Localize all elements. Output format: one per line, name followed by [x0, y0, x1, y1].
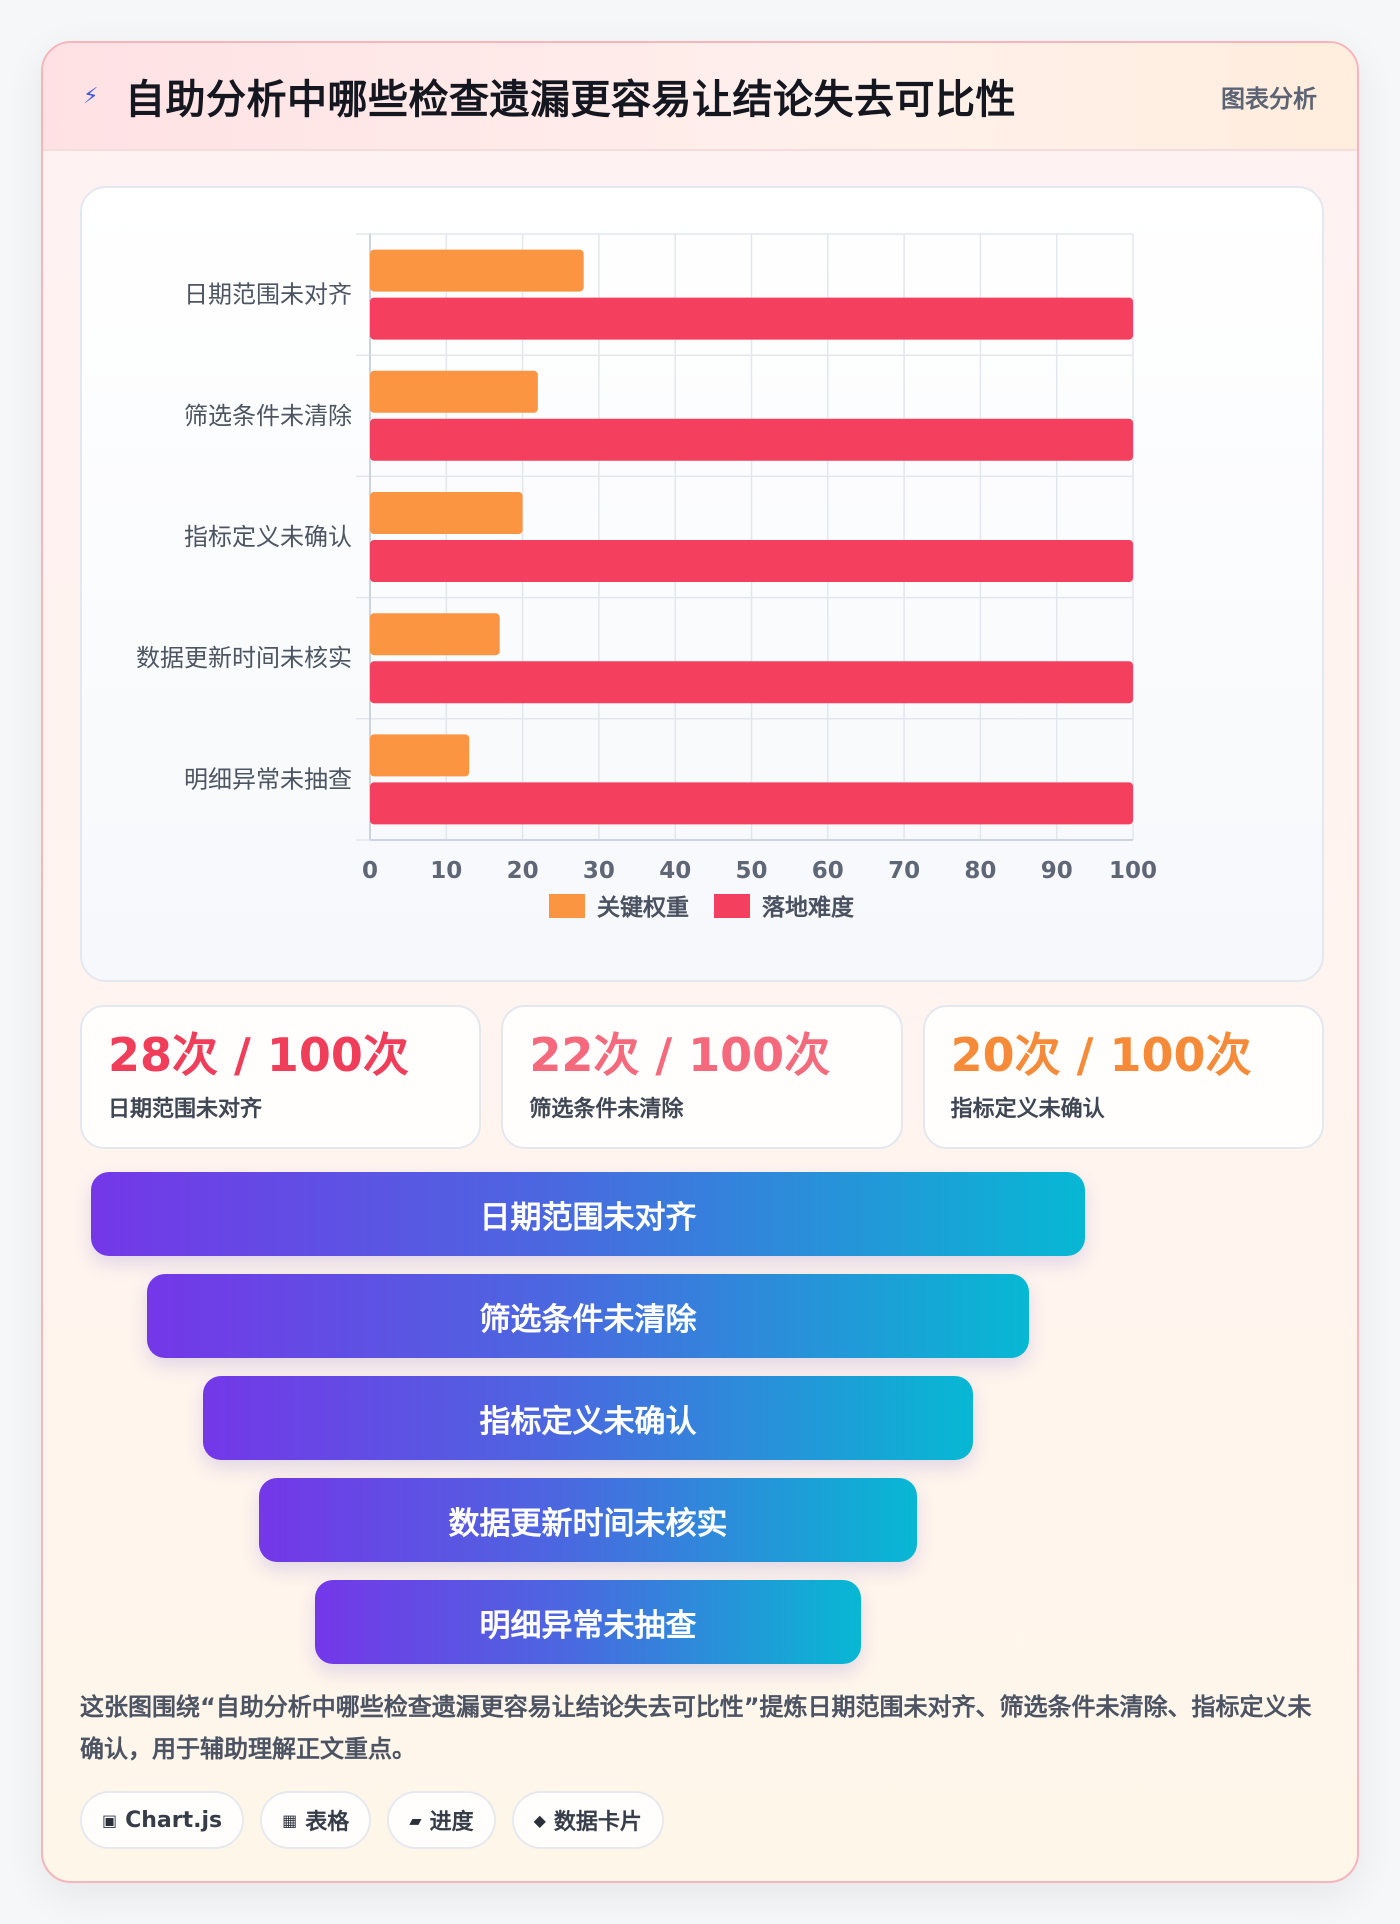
- x-tick-label: 100: [1109, 858, 1157, 884]
- chip-label: 表格: [305, 1810, 350, 1835]
- chip-table[interactable]: ▦ 表格: [260, 1791, 372, 1849]
- x-tick-label: 80: [964, 858, 996, 884]
- legend-swatch: [714, 894, 750, 918]
- bar-weight: [370, 734, 470, 777]
- chart-panel: 日期范围未对齐 筛选条件未清除 指标定义未确认数据更新时间未核实明细异常未抽查 0 10…: [80, 186, 1324, 982]
- bar-difficulty: [370, 418, 1133, 461]
- progress-icon: ▰: [409, 1810, 422, 1830]
- stat-card: 28次 / 100次 日期范围未对齐: [80, 1005, 482, 1149]
- bar-difficulty: [370, 782, 1133, 825]
- tag-chips: ▣ Chart.js ▦ 表格 ▰ 进度 ◆ 数据卡片: [80, 1791, 664, 1849]
- chip-progress[interactable]: ▰ 进度: [387, 1791, 496, 1849]
- bar-weight: [370, 613, 500, 656]
- funnel-step: 指标定义未确认: [203, 1376, 973, 1460]
- funnel-step: 日期范围未对齐: [91, 1172, 1085, 1256]
- x-tick-label: 60: [812, 858, 844, 884]
- x-tick-label: 90: [1041, 858, 1073, 884]
- stat-card: 20次 / 100次 指标定义未确认: [922, 1005, 1324, 1149]
- bar-weight: [370, 370, 538, 413]
- category-label: 指标定义未确认: [184, 523, 352, 551]
- table-icon: ▦: [282, 1810, 298, 1830]
- header: ⚡ 自助分析中哪些检查遗漏更容易让结论失去可比性 图表分析: [43, 43, 1357, 151]
- stat-label: 日期范围未对齐: [108, 1097, 263, 1122]
- category-label: 明细异常未抽查: [184, 765, 352, 793]
- stat-card: 22次 / 100次 筛选条件未清除: [501, 1005, 903, 1149]
- bar-difficulty: [370, 540, 1133, 582]
- bar-weight: [370, 492, 523, 534]
- chart-icon: ▣: [102, 1810, 118, 1830]
- x-tick-label: 70: [888, 858, 920, 884]
- page-title: 自助分析中哪些检查遗漏更容易让结论失去可比性: [125, 77, 1016, 123]
- lightning-icon: ⚡: [83, 83, 99, 109]
- description: 这张图围绕“自助分析中哪些检查遗漏更容易让结论失去可比性”提炼日期范围未对齐、筛…: [80, 1693, 1312, 1763]
- chip-label: 进度: [429, 1810, 474, 1835]
- x-tick-label: 30: [583, 858, 615, 884]
- funnel-step: 明细异常未抽查: [315, 1580, 861, 1664]
- bar-difficulty: [370, 661, 1133, 704]
- x-tick-label: 50: [735, 858, 767, 884]
- stat-cards: 28次 / 100次 日期范围未对齐 22次 / 100次 筛选条件未清除 20…: [80, 1005, 1324, 1149]
- x-tick-label: 10: [430, 858, 462, 884]
- chip-data-card[interactable]: ◆ 数据卡片: [511, 1791, 664, 1849]
- infographic-card: ⚡ 自助分析中哪些检查遗漏更容易让结论失去可比性 图表分析 日期范围未对齐 筛选条…: [41, 41, 1359, 1883]
- diamond-icon: ◆: [533, 1810, 546, 1830]
- chip-chartjs[interactable]: ▣ Chart.js: [80, 1791, 245, 1849]
- bar-weight: [370, 249, 584, 292]
- x-tick-label: 20: [507, 858, 539, 884]
- category-label: 数据更新时间未核实: [136, 644, 352, 672]
- legend-label: 关键权重: [597, 894, 689, 921]
- category-label: 日期范围未对齐: [184, 281, 352, 309]
- category-label: 筛选条件未清除: [184, 402, 352, 430]
- stat-value: 22次 / 100次: [529, 1028, 831, 1082]
- stat-label: 筛选条件未清除: [529, 1097, 684, 1122]
- stat-label: 指标定义未确认: [950, 1097, 1105, 1122]
- chip-label: 数据卡片: [553, 1810, 642, 1835]
- chip-label: Chart.js: [125, 1807, 223, 1833]
- funnel-step: 筛选条件未清除: [147, 1274, 1029, 1358]
- legend-label: 落地难度: [762, 894, 855, 921]
- legend-swatch: [549, 894, 585, 918]
- category-tag: 图表分析: [1221, 84, 1317, 113]
- x-tick-label: 40: [659, 858, 691, 884]
- stat-value: 28次 / 100次: [108, 1028, 409, 1082]
- stat-value: 20次 / 100次: [950, 1028, 1252, 1082]
- funnel-step: 数据更新时间未核实: [259, 1478, 917, 1562]
- bar-difficulty: [370, 297, 1133, 340]
- x-tick-label: 0: [362, 858, 378, 884]
